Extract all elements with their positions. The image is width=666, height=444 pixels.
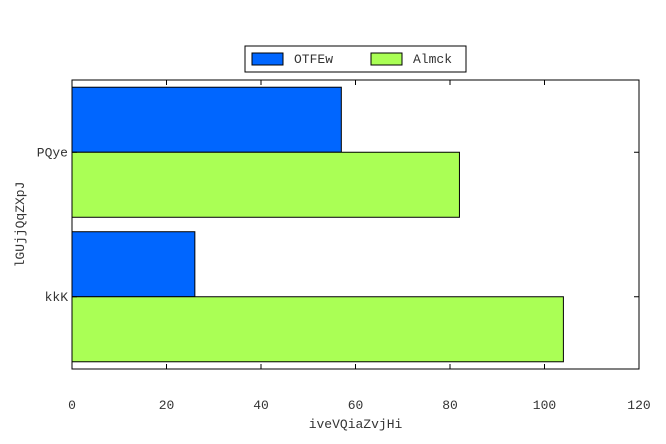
legend-swatch-almck — [370, 52, 403, 66]
bar-almck-kkk — [71, 296, 564, 363]
y-axis-label: lGUjjQqZXpJ — [13, 182, 28, 268]
y-tick-label-kkk: kkK — [45, 290, 69, 305]
legend-swatch-otfew — [251, 52, 284, 66]
x-tick-label: 20 — [159, 398, 175, 413]
x-tick-label: 100 — [533, 398, 556, 413]
y-axis-ticks: kkK PQye — [37, 145, 639, 305]
bar-otfew-kkk — [71, 231, 196, 298]
x-axis-ticks: 0 20 40 60 80 100 120 — [68, 80, 651, 413]
x-tick-label: 0 — [68, 398, 76, 413]
x-tick-label: 60 — [348, 398, 364, 413]
x-tick-label: 120 — [627, 398, 650, 413]
bars-group — [71, 86, 564, 363]
x-tick-label: 40 — [253, 398, 269, 413]
legend-label-otfew: OTFEw — [294, 52, 333, 67]
bar-almck-pqye — [71, 151, 460, 218]
x-tick-label: 80 — [442, 398, 458, 413]
y-tick-label-pqye: PQye — [37, 145, 68, 160]
bar-otfew-pqye — [71, 86, 342, 153]
x-axis-label: iveVQiaZvjHi — [309, 417, 403, 432]
legend: OTFEw Almck — [244, 45, 467, 73]
legend-label-almck: Almck — [413, 52, 452, 67]
